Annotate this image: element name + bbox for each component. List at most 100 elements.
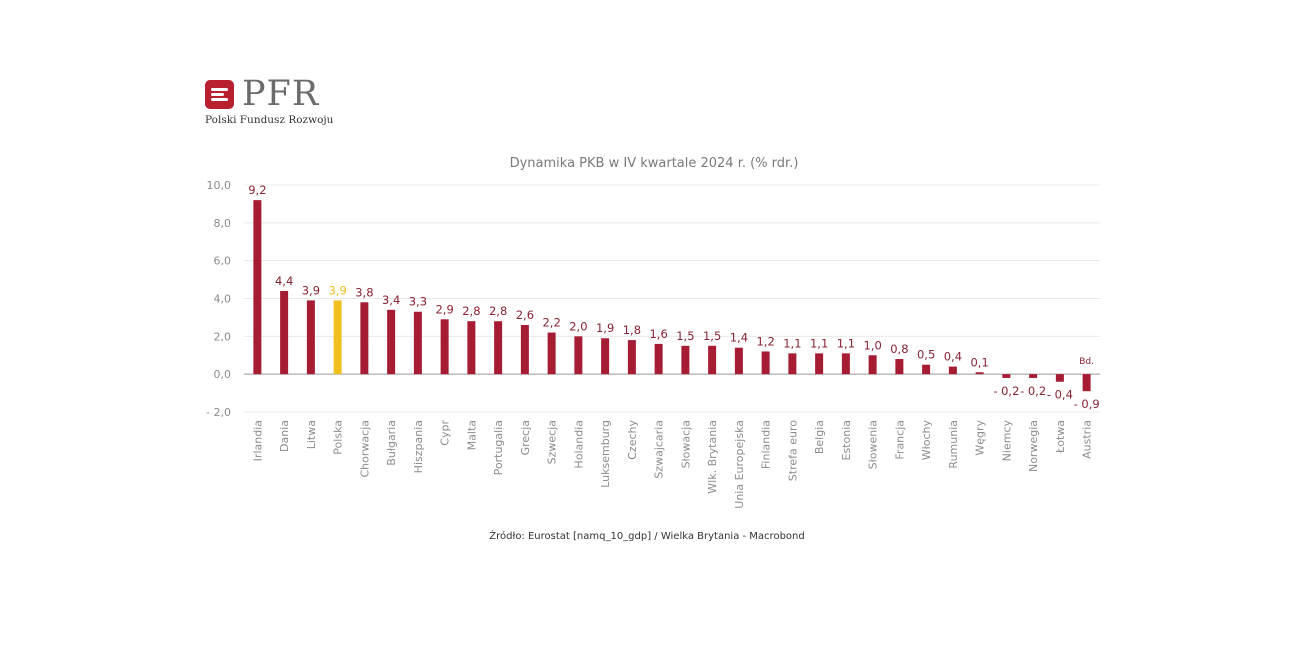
bar <box>387 309 396 375</box>
x-tick-label: Bułgaria <box>385 420 398 466</box>
logo-subtitle: Polski Fundusz Rozwoju <box>205 114 334 126</box>
x-tick-label: Węgry <box>974 420 987 456</box>
bar <box>574 336 583 375</box>
gridlines <box>244 184 1100 413</box>
data-label: 1,4 <box>730 331 748 345</box>
bar <box>868 355 877 375</box>
x-tick-label: Austria <box>1081 420 1094 459</box>
bar <box>467 321 476 375</box>
x-tick-label: Cypr <box>439 420 452 446</box>
x-tick-label: Portugalia <box>492 420 505 475</box>
data-label: 1,1 <box>783 336 801 350</box>
source-note: Źródło: Eurostat [namq_10_gdp] / Wielka … <box>489 531 805 542</box>
x-tick-label: Dania <box>278 420 291 452</box>
bar <box>975 372 984 375</box>
x-tick-label: Holandia <box>572 420 585 469</box>
data-label: 1,0 <box>863 338 881 352</box>
bar <box>1002 374 1011 378</box>
y-tick-label: 10,0 <box>207 179 232 192</box>
x-tick-label: Chorwacja <box>358 420 371 478</box>
data-label: 3,4 <box>382 293 400 307</box>
x-axis: Irlandia Dania Litwa Polska Chorwacja Bułgari… <box>251 420 1093 509</box>
x-tick-label: Słowacja <box>679 420 692 468</box>
x-tick-label: Irlandia <box>251 420 264 461</box>
bar <box>734 347 743 375</box>
data-label: 2,6 <box>516 308 534 322</box>
bar <box>815 353 824 375</box>
data-label: 2,0 <box>569 319 587 333</box>
x-tick-label: Grecja <box>519 420 532 455</box>
bar <box>1082 374 1091 392</box>
bars <box>253 200 1091 392</box>
data-label: 3,8 <box>355 285 373 299</box>
data-label: 1,6 <box>649 327 667 341</box>
bar <box>547 332 556 375</box>
bar <box>627 340 636 375</box>
bar <box>413 311 422 375</box>
bar <box>253 200 262 375</box>
bar <box>948 366 957 375</box>
bar <box>601 338 610 375</box>
bar <box>922 364 931 375</box>
chart-title: Dynamika PKB w IV kwartale 2024 r. (% rd… <box>510 156 799 171</box>
bar <box>360 302 369 375</box>
data-label: 2,2 <box>542 316 560 330</box>
x-tick-label: Francja <box>893 420 906 460</box>
y-axis: 10,0 8,0 6,0 4,0 2,0 0,0 - 2,0 <box>206 179 231 419</box>
data-label: 2,8 <box>462 304 480 318</box>
data-label: 1,8 <box>623 323 641 337</box>
bar <box>788 353 797 375</box>
bar <box>280 290 289 375</box>
x-tick-label: Łotwa <box>1054 420 1067 454</box>
bar <box>520 324 529 375</box>
data-labels: 9,2 4,4 3,9 3,9 3,8 3,4 3,3 2,9 2,8 2,8 2,6 2,2 2,0 1… <box>248 183 1099 411</box>
bar <box>494 321 503 375</box>
y-tick-label: 8,0 <box>214 217 232 230</box>
bar <box>333 300 342 375</box>
bar <box>708 345 717 375</box>
data-label: 0,4 <box>944 350 962 364</box>
data-label: - 0,2 <box>993 384 1019 398</box>
data-label: 0,8 <box>890 342 908 356</box>
y-tick-label: - 2,0 <box>206 406 231 419</box>
y-tick-label: 6,0 <box>214 255 232 268</box>
data-label: 1,1 <box>810 336 828 350</box>
x-tick-label: Włochy <box>920 420 933 461</box>
y-tick-label: 4,0 <box>214 293 232 306</box>
x-tick-label: Rumunia <box>947 420 960 469</box>
y-tick-label: 0,0 <box>214 368 232 381</box>
bar <box>761 351 770 375</box>
data-label: - 0,4 <box>1047 388 1073 402</box>
bar <box>841 353 850 375</box>
data-label: 1,9 <box>596 321 614 335</box>
data-label: 1,5 <box>703 329 721 343</box>
data-label: 3,3 <box>409 295 427 309</box>
data-label: 3,9 <box>302 283 320 297</box>
data-label: - 0,9 <box>1074 397 1100 411</box>
bar <box>895 359 904 375</box>
x-tick-label: Wlk. Brytania <box>706 420 719 494</box>
annotation: Bd. <box>1079 357 1094 367</box>
x-tick-label: Czechy <box>626 420 639 460</box>
x-tick-label: Finlandia <box>760 420 773 469</box>
data-label: - 0,2 <box>1020 384 1046 398</box>
data-label: 2,9 <box>435 302 453 316</box>
x-tick-label: Polska <box>332 420 345 455</box>
data-label: 0,1 <box>970 355 988 369</box>
bar <box>1055 374 1064 382</box>
x-tick-label: Belgia <box>813 420 826 454</box>
pfr-logo-icon <box>205 80 234 109</box>
x-tick-label: Szwecja <box>546 420 559 464</box>
bar <box>306 300 315 375</box>
x-tick-label: Strefa euro <box>786 420 799 481</box>
logo-name: PFR <box>242 74 320 114</box>
x-tick-label: Hiszpania <box>412 420 425 473</box>
data-label: 4,4 <box>275 274 293 288</box>
data-label: 3,9 <box>328 283 346 297</box>
x-tick-label: Niemcy <box>1000 420 1013 462</box>
x-tick-label: Estonia <box>840 420 853 461</box>
bar <box>654 343 663 375</box>
x-tick-label: Szwajcaria <box>653 420 666 479</box>
x-tick-label: Norwegia <box>1027 420 1040 472</box>
